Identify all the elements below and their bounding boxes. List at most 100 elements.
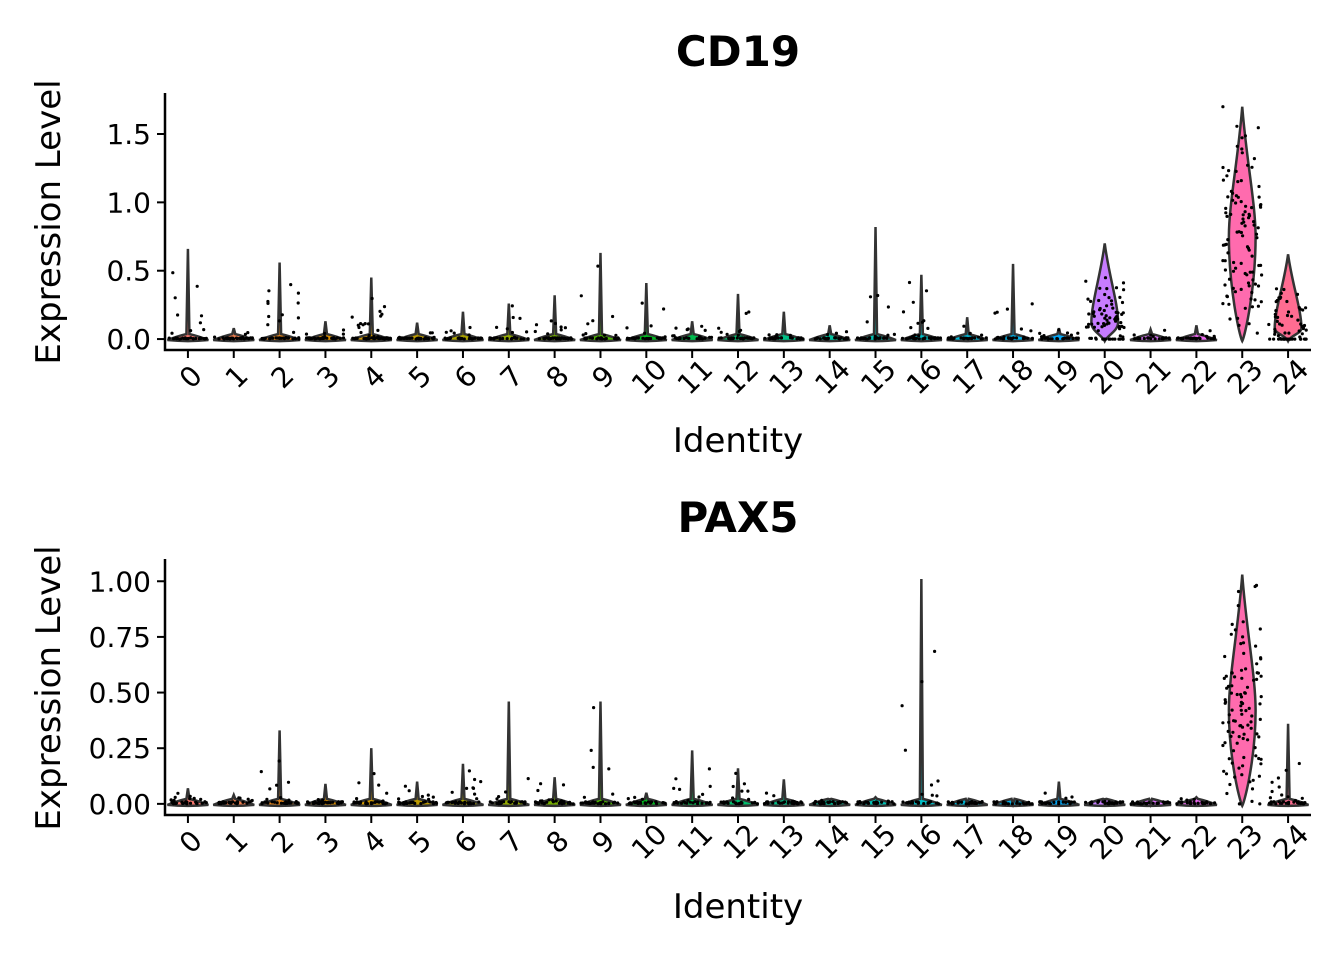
data-point (172, 337, 176, 341)
data-point (946, 336, 950, 340)
data-point (607, 767, 611, 771)
y-tick-label: 0.50 (89, 677, 151, 710)
violin-9 (579, 701, 622, 808)
data-point (790, 336, 794, 340)
data-point (1038, 331, 1042, 335)
data-point (1030, 302, 1034, 306)
data-point (1278, 336, 1282, 341)
data-point (1228, 317, 1232, 321)
data-point (905, 337, 909, 341)
violin-body-24 (1267, 723, 1310, 808)
data-point (564, 337, 568, 341)
data-point (188, 801, 193, 805)
data-point (886, 305, 891, 309)
y-tick-label: 0.0 (106, 323, 151, 356)
data-point (662, 307, 666, 311)
x-tick-label: 24 (1267, 818, 1316, 867)
violin-body-17 (946, 317, 989, 343)
data-point (1086, 297, 1090, 301)
data-point (1098, 306, 1102, 311)
data-point (467, 769, 471, 773)
data-point (1235, 124, 1239, 128)
data-point (279, 796, 283, 800)
data-point (1153, 337, 1157, 341)
data-point (337, 801, 341, 805)
data-point (444, 801, 448, 805)
data-point (370, 296, 374, 301)
data-point (1212, 337, 1216, 341)
data-point (1279, 295, 1283, 299)
data-point (510, 304, 514, 308)
data-point (1236, 604, 1240, 608)
data-point (747, 797, 751, 802)
data-point (742, 782, 747, 786)
data-point (229, 800, 233, 804)
data-point (1222, 769, 1226, 773)
data-point (933, 337, 937, 341)
data-point (1247, 322, 1251, 326)
data-point (745, 336, 749, 340)
data-point (431, 802, 436, 806)
data-point (1277, 785, 1281, 789)
x-tick-label: 8 (540, 824, 576, 860)
x-tick-label: 21 (1129, 818, 1178, 867)
data-point (1243, 306, 1247, 310)
x-tick-label: 13 (763, 353, 812, 402)
data-point (195, 284, 199, 288)
data-point (741, 337, 745, 341)
data-point (629, 802, 633, 806)
data-point (1230, 761, 1234, 765)
data-point (277, 336, 281, 340)
data-point (951, 801, 955, 806)
data-point (643, 337, 647, 341)
data-point (1226, 729, 1230, 734)
data-point (231, 337, 236, 341)
data-point (1098, 286, 1102, 290)
data-point (381, 799, 385, 803)
violin-body-2 (258, 730, 301, 808)
data-point (318, 800, 322, 804)
data-point (1304, 306, 1308, 310)
data-point (823, 337, 828, 341)
data-point (178, 337, 182, 341)
data-point (279, 801, 283, 805)
data-point (856, 800, 860, 804)
data-point (962, 324, 966, 328)
data-point (767, 333, 771, 337)
data-point (1118, 295, 1122, 299)
violin-body-9 (579, 252, 622, 343)
data-point (273, 800, 277, 804)
data-point (1103, 337, 1107, 341)
data-point (1253, 298, 1257, 302)
data-point (685, 801, 689, 805)
data-point (546, 332, 550, 336)
data-point (465, 786, 469, 791)
data-point (535, 801, 539, 805)
data-point (640, 301, 644, 305)
violin-24 (1267, 254, 1308, 344)
data-point (916, 801, 921, 805)
data-point (1258, 717, 1262, 722)
data-point (189, 329, 193, 333)
violin-22 (1175, 325, 1218, 343)
data-point (1225, 295, 1229, 299)
data-point (510, 330, 514, 335)
data-point (571, 802, 575, 806)
data-point (169, 798, 173, 802)
data-point (1259, 263, 1263, 267)
data-point (1050, 337, 1054, 341)
data-point (1252, 157, 1256, 161)
data-point (1231, 286, 1235, 290)
data-point (1245, 273, 1249, 277)
data-point (596, 802, 600, 806)
data-point (772, 794, 776, 798)
data-point (304, 332, 309, 336)
data-point (283, 336, 288, 340)
data-point (993, 801, 997, 805)
data-point (1300, 325, 1304, 329)
data-point (473, 777, 477, 782)
data-point (1157, 337, 1161, 341)
data-point (475, 797, 479, 801)
data-point (340, 800, 344, 804)
